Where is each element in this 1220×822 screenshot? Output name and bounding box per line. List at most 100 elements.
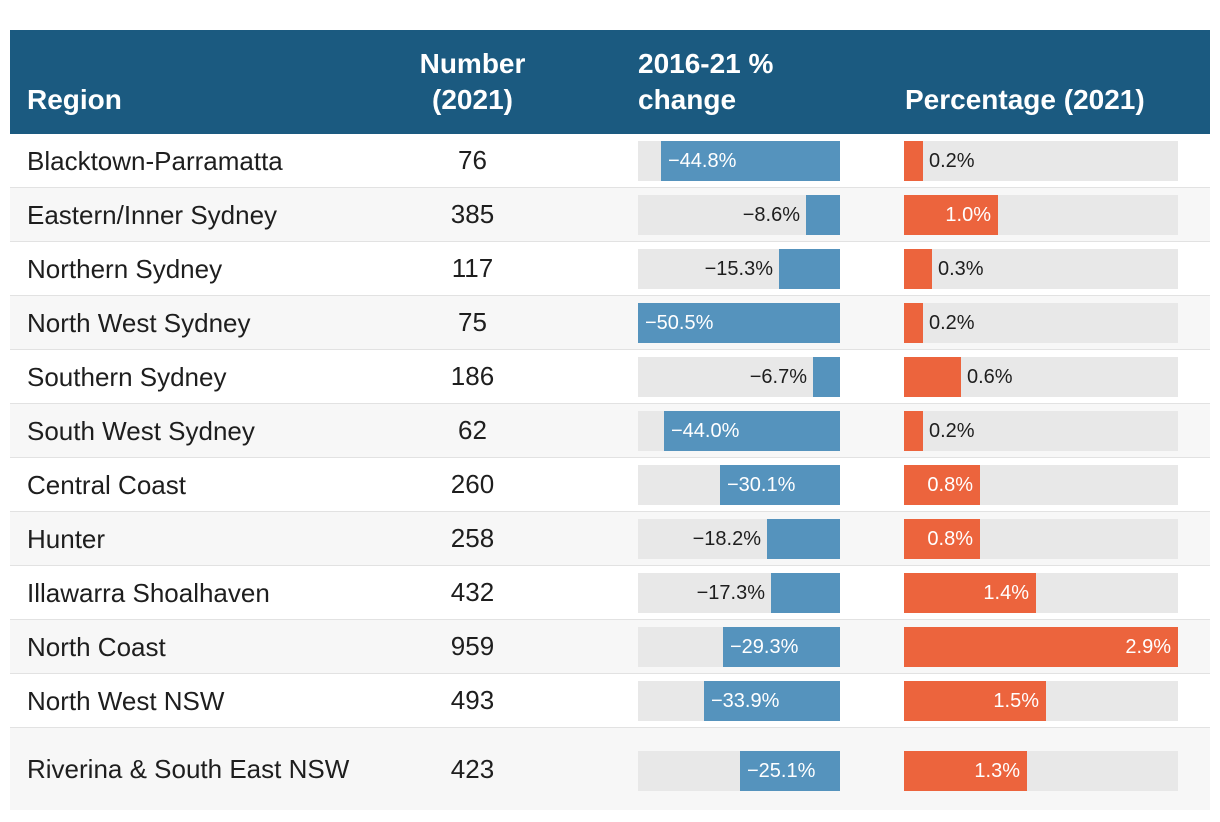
change-bar-track: −25.1% (638, 751, 840, 791)
percentage-bar (904, 573, 1036, 613)
percentage-label: 2.9% (1125, 635, 1171, 658)
table-row: Eastern/Inner Sydney 385 −8.6% 1.0% (10, 188, 1210, 242)
percentage-bar-track: 0.2% (904, 411, 1178, 451)
percentage-label: 0.2% (929, 149, 975, 172)
change-bar-track: −50.5% (638, 303, 840, 343)
change-bar (771, 573, 840, 613)
region-number: 75 (458, 307, 487, 337)
change-bar (806, 195, 840, 235)
change-label: −8.6% (742, 203, 800, 226)
percentage-bar (904, 681, 1046, 721)
percentage-bar (904, 141, 923, 181)
change-bar (720, 465, 840, 505)
table-row: North West NSW 493 −33.9% 1.5% (10, 674, 1210, 728)
percentage-bar-track: 0.2% (904, 303, 1178, 343)
region-name: Hunter (27, 523, 106, 554)
percentage-bar (904, 249, 932, 289)
percentage-bar-track: 2.9% (904, 627, 1178, 667)
region-number: 117 (451, 253, 494, 283)
change-label: −50.5% (645, 311, 714, 334)
table-row: South West Sydney 62 −44.0% 0.2% (10, 404, 1210, 458)
header-number: Number (2021) (419, 48, 526, 115)
region-number: 186 (450, 361, 495, 391)
table-row: Central Coast 260 −30.1% 0.8% (10, 458, 1210, 512)
region-number: 493 (450, 685, 495, 715)
change-bar-track: −44.0% (638, 411, 840, 451)
change-bar-track: −44.8% (638, 141, 840, 181)
table-row: Blacktown-Parramatta 76 −44.8% 0.2% (10, 134, 1210, 188)
change-label: −30.1% (727, 473, 796, 496)
percentage-label: 1.5% (993, 689, 1039, 712)
change-bar (767, 519, 840, 559)
region-number: 423 (450, 753, 495, 784)
change-bar-track: −33.9% (638, 681, 840, 721)
change-bar-track: −30.1% (638, 465, 840, 505)
table-header: Region Number (2021) 2016-21 % change Pe… (10, 30, 1210, 134)
percentage-bar-track: 1.4% (904, 573, 1178, 613)
region-name: Northern Sydney (27, 253, 223, 284)
region-name: Illawarra Shoalhaven (27, 577, 270, 608)
percentage-bar (904, 303, 923, 343)
header-change: 2016-21 % change (638, 48, 774, 115)
table-row: Northern Sydney 117 −15.3% 0.3% (10, 242, 1210, 296)
percentage-label: 0.2% (929, 311, 975, 334)
change-bar (638, 303, 840, 343)
percentage-label: 1.0% (945, 203, 991, 226)
change-label: −44.0% (671, 419, 740, 442)
percentage-bar (904, 465, 980, 505)
percentage-bar-track: 0.3% (904, 249, 1178, 289)
percentage-label: 0.8% (927, 527, 973, 550)
percentage-bar-track: 0.6% (904, 357, 1178, 397)
region-name: Blacktown-Parramatta (27, 145, 283, 176)
table-row: Illawarra Shoalhaven 432 −17.3% 1.4% (10, 566, 1210, 620)
table-row: Hunter 258 −18.2% 0.8% (10, 512, 1210, 566)
region-name: North West NSW (27, 685, 225, 716)
header-percentage: Percentage (2021) (905, 84, 1145, 115)
region-name: Eastern/Inner Sydney (27, 199, 278, 230)
table-row: North West Sydney 75 −50.5% 0.2% (10, 296, 1210, 350)
percentage-bar (904, 751, 1027, 791)
change-bar-track: −29.3% (638, 627, 840, 667)
percentage-bar (904, 357, 961, 397)
percentage-label: 0.2% (929, 419, 975, 442)
region-number: 76 (458, 145, 487, 175)
change-bar (661, 141, 840, 181)
change-bar-track: −15.3% (638, 249, 840, 289)
region-name: North Coast (27, 631, 166, 662)
change-label: −25.1% (747, 759, 816, 782)
percentage-bar (904, 195, 998, 235)
change-bar (779, 249, 840, 289)
percentage-bar-track: 0.2% (904, 141, 1178, 181)
region-name: South West Sydney (27, 415, 255, 446)
percentage-bar (904, 519, 980, 559)
table-body: Blacktown-Parramatta 76 −44.8% 0.2% Eastern/… (10, 134, 1210, 810)
change-bar (723, 627, 840, 667)
percentage-label: 0.3% (938, 257, 984, 280)
percentage-label: 1.4% (983, 581, 1029, 604)
region-name: North West Sydney (27, 307, 251, 338)
region-number: 260 (450, 469, 495, 499)
change-bar-track: −17.3% (638, 573, 840, 613)
table-row: Southern Sydney 186 −6.7% 0.6% (10, 350, 1210, 404)
data-table: Region Number (2021) 2016-21 % change Pe… (10, 30, 1210, 810)
change-label: −44.8% (668, 149, 737, 172)
region-name: Southern Sydney (27, 361, 227, 392)
region-number: 62 (458, 415, 487, 445)
percentage-bar (904, 411, 923, 451)
percentage-bar (904, 627, 1178, 667)
change-label: −15.3% (704, 257, 773, 280)
change-label: −18.2% (692, 527, 761, 550)
change-label: −29.3% (730, 635, 799, 658)
change-bar (664, 411, 840, 451)
change-label: −17.3% (696, 581, 765, 604)
change-bar (704, 681, 840, 721)
region-number: 432 (450, 577, 495, 607)
percentage-label: 0.6% (967, 365, 1013, 388)
change-bar-track: −8.6% (638, 195, 840, 235)
region-name: Central Coast (27, 469, 186, 500)
percentage-bar-track: 1.0% (904, 195, 1178, 235)
percentage-bar-track: 1.5% (904, 681, 1178, 721)
change-bar-track: −18.2% (638, 519, 840, 559)
table-row: Riverina & South East NSW 423 −25.1% 1.3% (10, 728, 1210, 810)
percentage-bar-track: 0.8% (904, 465, 1178, 505)
